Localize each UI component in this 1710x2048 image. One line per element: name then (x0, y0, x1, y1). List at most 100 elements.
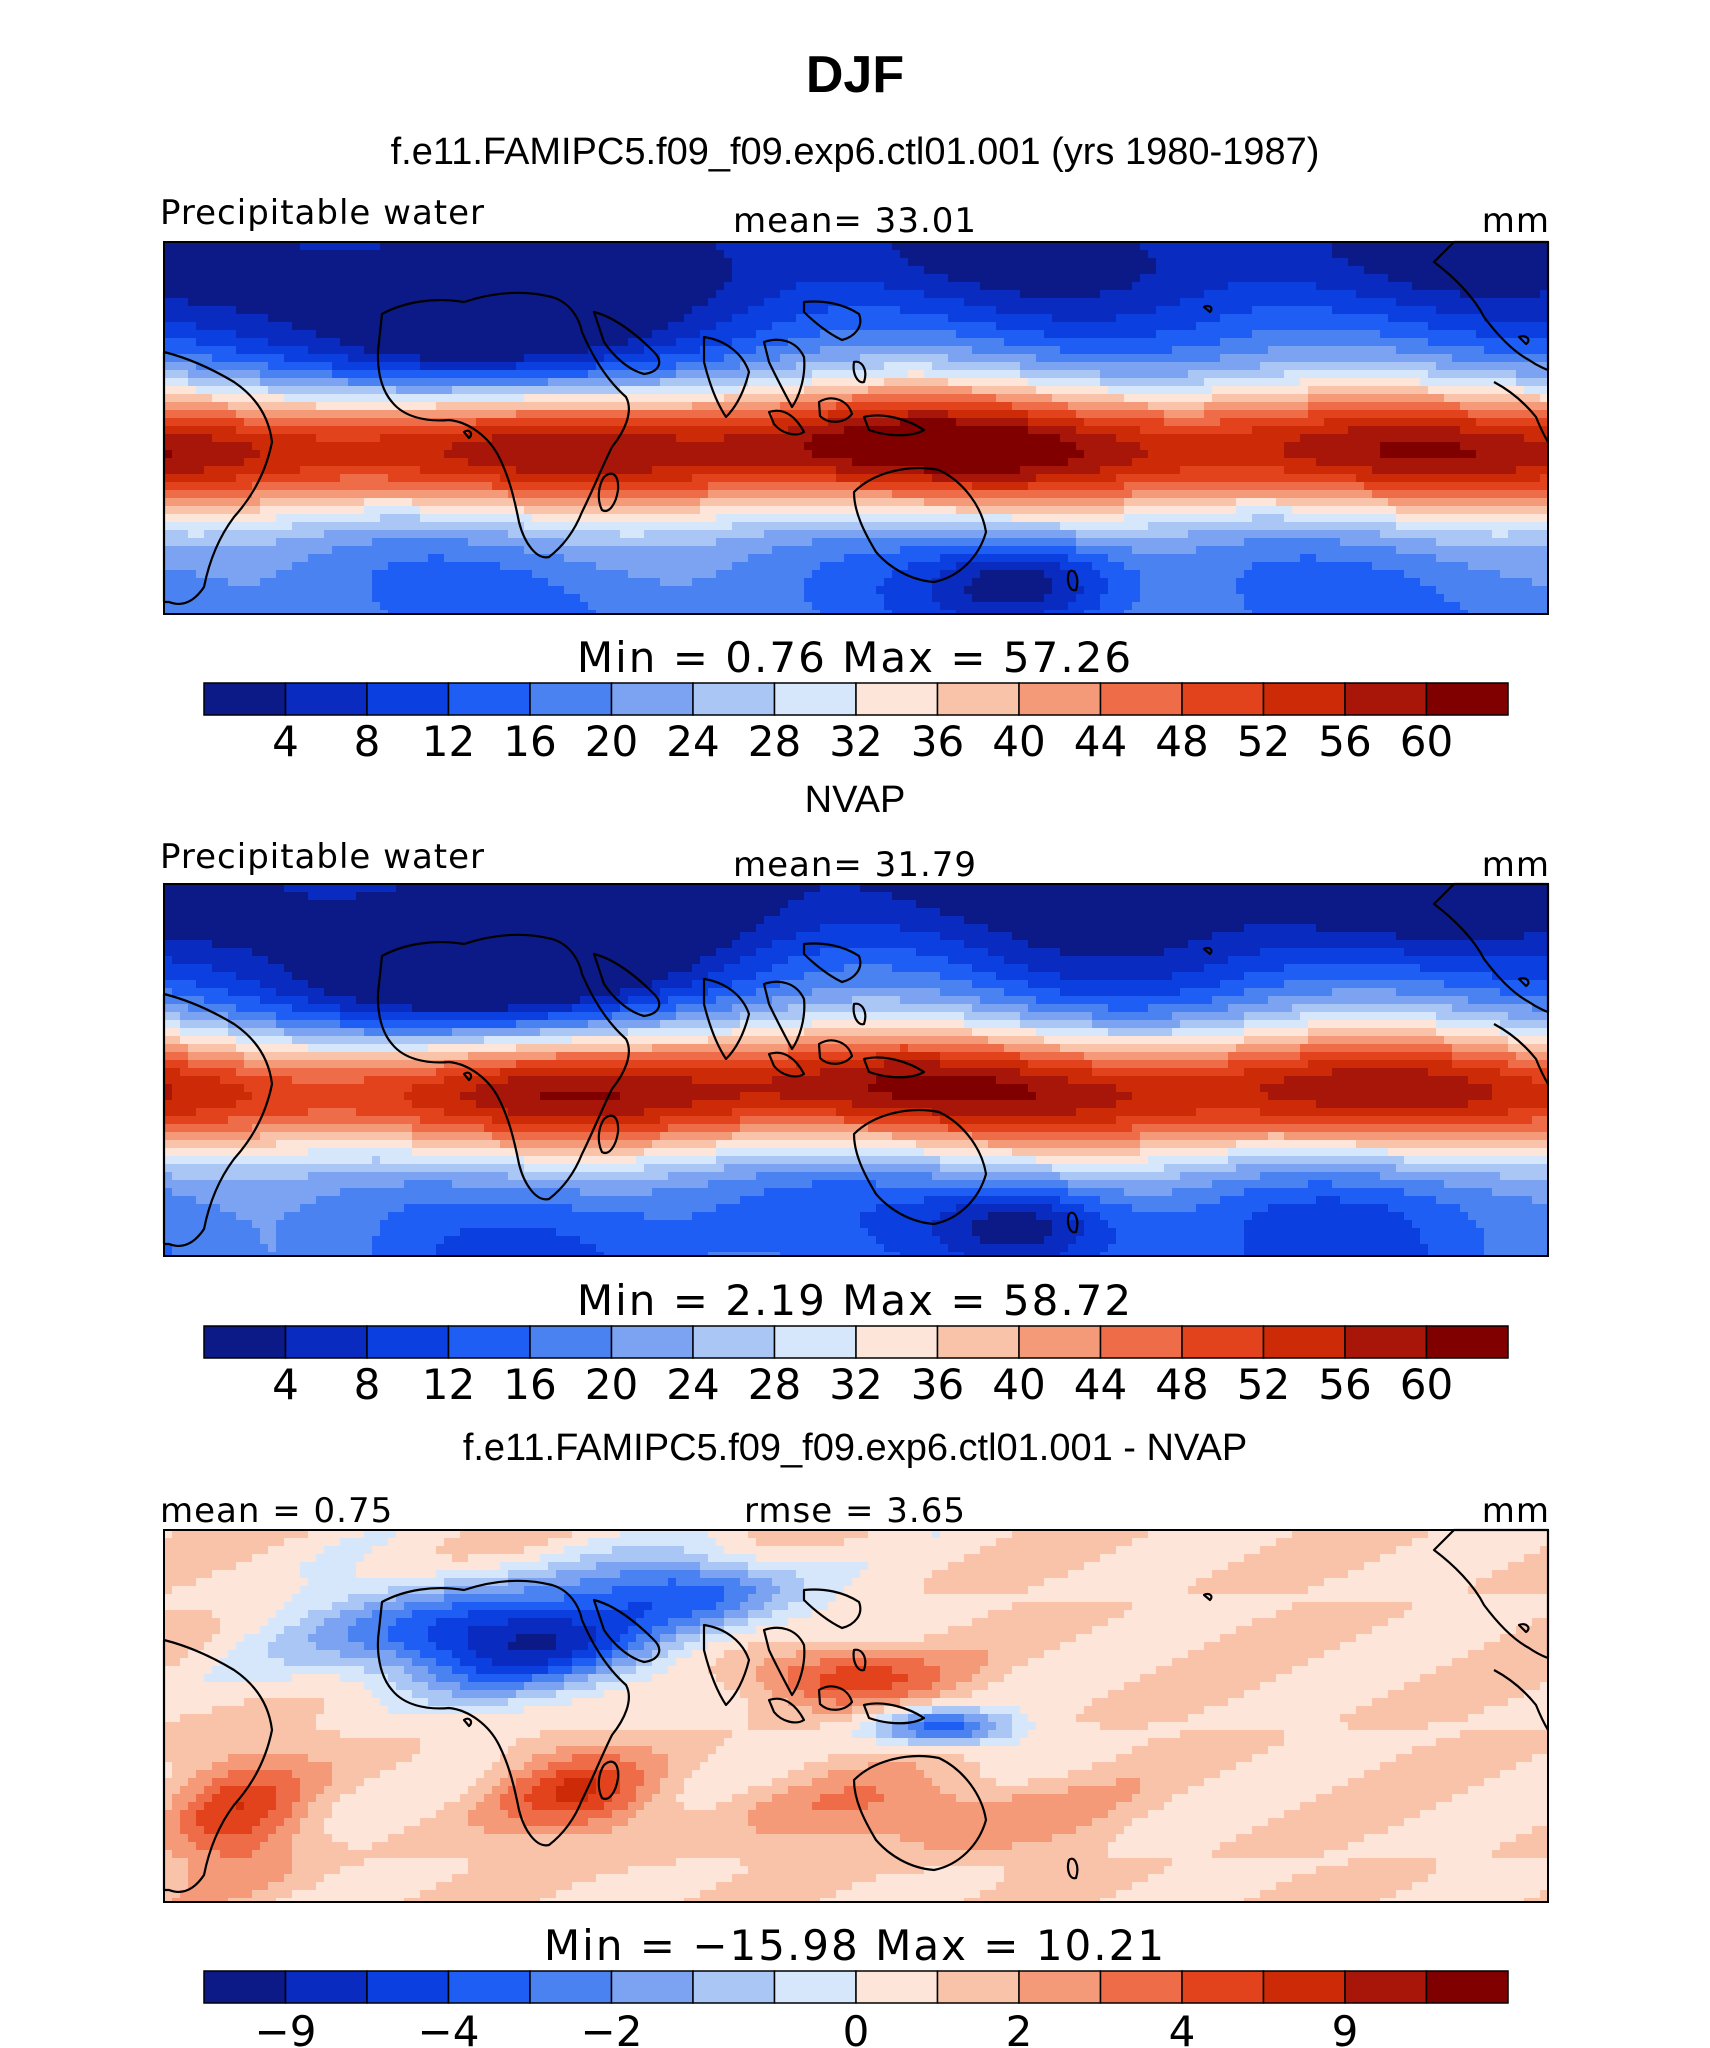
colorbar-tick-label: 8 (354, 1360, 381, 1409)
colorbar-swatch (529, 682, 613, 716)
colorbar-swatch (447, 682, 531, 716)
colorbar-tick-label: 9 (1332, 2007, 1359, 2048)
colorbar-tick-label: 16 (503, 717, 556, 766)
colorbar-tick-label: 56 (1318, 1360, 1371, 1409)
colorbar-swatch (529, 1325, 613, 1359)
colorbar-swatch (203, 1970, 287, 2004)
colorbar-tick-label: 4 (1169, 2007, 1196, 2048)
colorbar-tick-label: 8 (354, 717, 381, 766)
colorbar-swatch (773, 1970, 857, 2004)
colorbar-tick-label: 44 (1074, 1360, 1127, 1409)
center-label: rmse = 3.65 (744, 1491, 966, 1531)
colorbar-swatch (529, 1970, 613, 2004)
panel-nvap: NVAP Precipitable water mean= 31.79 mm Min =… (160, 779, 1550, 1409)
colorbar-swatch (284, 682, 368, 716)
colorbar-swatch (1181, 1325, 1265, 1359)
colorbar-tick-label: 20 (585, 717, 638, 766)
colorbar-tick-label: 2 (1006, 2007, 1033, 2048)
colorbar-tick-label: −2 (581, 2007, 643, 2048)
units-label: mm (1482, 1491, 1550, 1531)
colorbar-swatch (936, 682, 1020, 716)
colorbar-tick-label: −9 (255, 2007, 317, 2048)
colorbar-swatch (1018, 682, 1102, 716)
colorbar-swatch (1425, 1325, 1509, 1359)
contour-fill (164, 1530, 1548, 1902)
colorbar-swatch (692, 682, 776, 716)
colorbar-swatch (936, 1325, 1020, 1359)
colorbar-swatch (284, 1970, 368, 2004)
colorbar-swatch (1099, 1325, 1183, 1359)
colorbar-swatch (692, 1970, 776, 2004)
colorbar-tick-label: 0 (843, 2007, 870, 2048)
contour-fill (164, 242, 1548, 614)
colorbar-swatch (1099, 682, 1183, 716)
figure-title: DJF (806, 46, 904, 104)
colorbar-swatch (855, 682, 939, 716)
colorbar-swatch (855, 1970, 939, 2004)
colorbar-swatch (610, 1325, 694, 1359)
colorbar-swatch (773, 1325, 857, 1359)
colorbar-swatch (284, 1325, 368, 1359)
left-label: mean = 0.75 (160, 1491, 393, 1531)
colorbar-swatch (366, 1970, 450, 2004)
colorbar (203, 1970, 1509, 2004)
colorbar-swatch (366, 1325, 450, 1359)
colorbar-swatch (447, 1325, 531, 1359)
colorbar-swatch (1018, 1970, 1102, 2004)
panel-header: f.e11.FAMIPC5.f09_f09.exp6.ctl01.001 (yr… (391, 131, 1320, 173)
colorbar-tick-label: 48 (1155, 717, 1208, 766)
colorbar-tick-label: −4 (418, 2007, 480, 2048)
map-frame (163, 1529, 1549, 1903)
units-label: mm (1482, 845, 1550, 885)
colorbar-swatch (1181, 682, 1265, 716)
colorbar-tick-label: 52 (1237, 717, 1290, 766)
colorbar-swatch (773, 682, 857, 716)
map-frame (163, 883, 1549, 1257)
colorbar-swatch (692, 1325, 776, 1359)
left-label: Precipitable water (160, 193, 485, 233)
colorbar-swatch (936, 1970, 1020, 2004)
colorbar-swatch (447, 1970, 531, 2004)
colorbar-tick-label: 40 (992, 1360, 1045, 1409)
colorbar (203, 1325, 1509, 1359)
colorbar-swatch (1344, 1970, 1428, 2004)
colorbar-swatch (610, 682, 694, 716)
colorbar-swatch (1425, 682, 1509, 716)
colorbar-tick-label: 28 (748, 1360, 801, 1409)
colorbar-swatch (1344, 682, 1428, 716)
colorbar-swatch (610, 1970, 694, 2004)
colorbar-swatch (1262, 1970, 1346, 2004)
colorbar (203, 682, 1509, 716)
colorbar-tick-label: 36 (911, 1360, 964, 1409)
colorbar-tick-label: 28 (748, 717, 801, 766)
colorbar-swatch (203, 682, 287, 716)
colorbar-tick-label: 32 (829, 717, 882, 766)
colorbar-tick-label: 20 (585, 1360, 638, 1409)
map (162, 882, 1550, 1257)
colorbar-tick-label: 12 (422, 717, 475, 766)
map (162, 1528, 1550, 1903)
colorbar-tick-label: 24 (666, 717, 719, 766)
center-label: mean= 33.01 (733, 201, 977, 241)
colorbar-tick-label: 36 (911, 717, 964, 766)
colorbar-tick-label: 48 (1155, 1360, 1208, 1409)
colorbar-tick-label: 24 (666, 1360, 719, 1409)
units-label: mm (1482, 201, 1550, 241)
center-label: mean= 31.79 (733, 845, 977, 885)
left-label: Precipitable water (160, 837, 485, 877)
colorbar-swatch (1181, 1970, 1265, 2004)
min-max-label: Min = 0.76 Max = 57.26 (577, 633, 1133, 682)
colorbar-swatch (203, 1325, 287, 1359)
colorbar-tick-label: 40 (992, 717, 1045, 766)
colorbar-tick-label: 4 (272, 1360, 299, 1409)
colorbar-swatch (1018, 1325, 1102, 1359)
min-max-label: Min = 2.19 Max = 58.72 (577, 1276, 1133, 1325)
colorbar-tick-label: 52 (1237, 1360, 1290, 1409)
colorbar-swatch (1262, 682, 1346, 716)
colorbar-swatch (1262, 1325, 1346, 1359)
colorbar-swatch (855, 1325, 939, 1359)
colorbar-tick-label: 60 (1400, 1360, 1453, 1409)
colorbar-tick-label: 56 (1318, 717, 1371, 766)
colorbar-swatch (366, 682, 450, 716)
